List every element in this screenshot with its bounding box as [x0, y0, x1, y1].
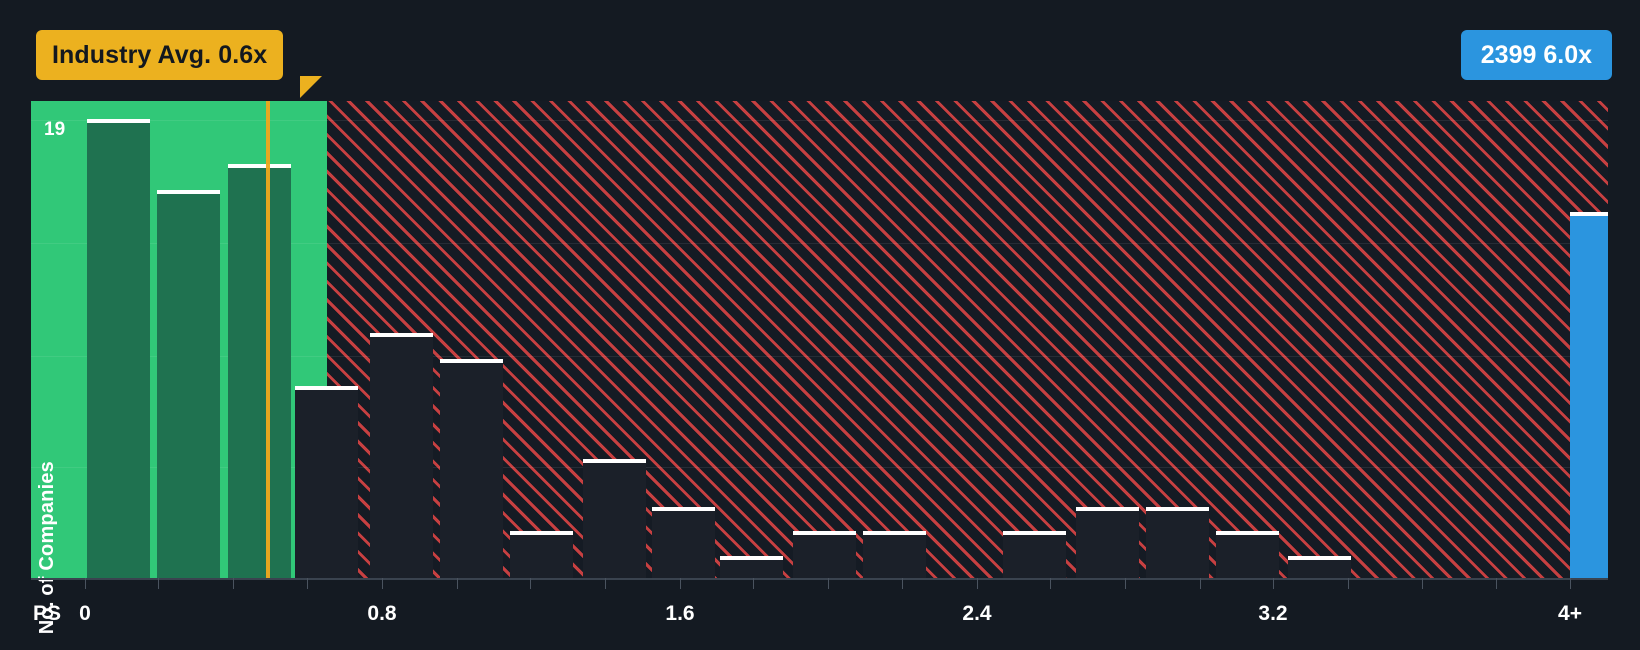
- gridline-2: [31, 356, 1608, 357]
- gridline-1: [31, 243, 1608, 244]
- bar-cap: [157, 190, 220, 194]
- industry-average-badge: Industry Avg. 0.6x: [36, 30, 284, 80]
- bar-cap: [652, 507, 715, 511]
- bar[interactable]: [652, 507, 715, 578]
- bar-body: [583, 463, 646, 578]
- bar-cap: [510, 531, 573, 535]
- bar[interactable]: [1216, 531, 1279, 578]
- x-axis-name: PS: [33, 602, 62, 625]
- gridline-0: [31, 120, 1608, 121]
- x-axis-tick: [680, 578, 681, 589]
- bar-cap: [1570, 212, 1608, 216]
- bar-body: [87, 123, 150, 578]
- gridline-3: [31, 467, 1608, 468]
- bar-cap: [87, 119, 150, 123]
- bar[interactable]: [720, 556, 783, 578]
- bar[interactable]: [370, 333, 433, 578]
- company-value-badge: 2399 6.0x: [1460, 30, 1612, 80]
- x-axis-tick: [1125, 578, 1126, 589]
- bar-cap: [1216, 531, 1279, 535]
- x-axis-tick: [1570, 578, 1571, 589]
- bar-cap: [1288, 556, 1351, 560]
- bar-cap: [863, 531, 926, 535]
- bar-body: [440, 363, 503, 578]
- bar-cap: [1076, 507, 1139, 511]
- bar-cap: [720, 556, 783, 560]
- x-axis-tick: [1200, 578, 1201, 589]
- x-axis-tick-label: 2.4: [962, 602, 992, 625]
- y-axis-max-label: 19: [44, 119, 66, 140]
- x-axis-tick: [457, 578, 458, 589]
- x-axis-tick: [605, 578, 606, 589]
- x-axis-tick-label: 0.8: [367, 602, 397, 625]
- bar-body: [793, 535, 856, 578]
- x-axis-tick: [307, 578, 308, 589]
- bar-body: [1146, 511, 1209, 578]
- bar-cap: [228, 164, 291, 168]
- bar-body: [228, 168, 291, 578]
- bar[interactable]: [510, 531, 573, 578]
- x-axis-tick: [530, 578, 531, 589]
- x-axis-line: [31, 578, 1608, 580]
- bar[interactable]: [440, 359, 503, 578]
- x-axis-tick: [753, 578, 754, 589]
- bar-body: [510, 535, 573, 578]
- bar[interactable]: [793, 531, 856, 578]
- bar[interactable]: [1570, 212, 1608, 578]
- x-axis-tick-label: 4+: [1558, 602, 1582, 625]
- bar[interactable]: [228, 164, 291, 578]
- x-axis-tick-label: 3.2: [1258, 602, 1288, 625]
- overvalued-zone: [326, 101, 1608, 578]
- bar[interactable]: [863, 531, 926, 578]
- industry-average-line: [265, 101, 270, 578]
- x-axis-tick-label: 0: [79, 602, 91, 625]
- bar[interactable]: [295, 386, 358, 578]
- industry-average-badge-tail: [300, 76, 322, 98]
- bar-cap: [793, 531, 856, 535]
- x-axis-tick: [1422, 578, 1423, 589]
- x-axis: PS 0 0.8 1.6 2.4 3.2 4+: [0, 578, 1640, 650]
- bar-body: [1570, 216, 1608, 578]
- bar-cap: [1146, 507, 1209, 511]
- x-axis-tick: [902, 578, 903, 589]
- x-axis-tick: [1496, 578, 1497, 589]
- bar-body: [295, 390, 358, 578]
- bar[interactable]: [1003, 531, 1066, 578]
- bar[interactable]: [87, 119, 150, 578]
- bar-body: [1076, 511, 1139, 578]
- bar[interactable]: [157, 190, 220, 578]
- bar-body: [1003, 535, 1066, 578]
- bar-cap: [1003, 531, 1066, 535]
- bar-body: [1216, 535, 1279, 578]
- x-axis-tick: [828, 578, 829, 589]
- bar-cap: [583, 459, 646, 463]
- x-axis-tick: [85, 578, 86, 589]
- bar[interactable]: [583, 459, 646, 578]
- bar[interactable]: [1146, 507, 1209, 578]
- x-axis-tick: [158, 578, 159, 589]
- bar-body: [863, 535, 926, 578]
- bar-cap: [370, 333, 433, 337]
- x-axis-tick: [977, 578, 978, 589]
- plot-area: [31, 101, 1608, 578]
- bar-body: [1288, 560, 1351, 578]
- bar-body: [652, 511, 715, 578]
- bar[interactable]: [1076, 507, 1139, 578]
- x-axis-tick-label: 1.6: [665, 602, 695, 625]
- bar-cap: [295, 386, 358, 390]
- bar[interactable]: [1288, 556, 1351, 578]
- bar-body: [370, 337, 433, 578]
- bar-body: [157, 194, 220, 578]
- x-axis-tick: [1050, 578, 1051, 589]
- x-axis-tick: [233, 578, 234, 589]
- bar-cap: [440, 359, 503, 363]
- x-axis-tick: [382, 578, 383, 589]
- x-axis-tick: [1348, 578, 1349, 589]
- bar-body: [720, 560, 783, 578]
- x-axis-tick: [1273, 578, 1274, 589]
